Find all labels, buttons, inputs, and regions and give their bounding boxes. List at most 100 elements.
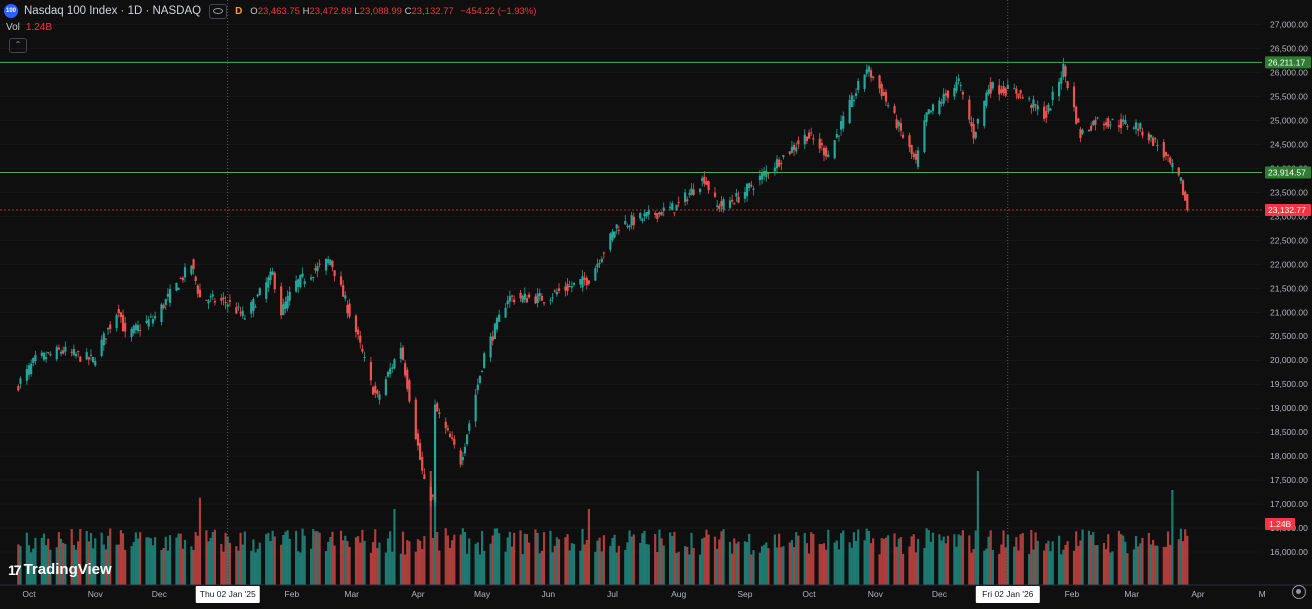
close-value: 23,132.77 xyxy=(411,5,454,17)
x-tick-label: Nov xyxy=(88,589,104,599)
candle xyxy=(596,258,599,273)
candle-body xyxy=(164,299,167,306)
candle-body xyxy=(342,285,345,297)
volume-bar xyxy=(363,540,366,585)
candle xyxy=(957,74,960,85)
candle-body xyxy=(1004,88,1007,96)
volume-bar xyxy=(49,549,52,585)
candle-body xyxy=(899,123,903,131)
candle xyxy=(59,349,63,357)
collapse-legend-button[interactable]: ⌃ xyxy=(9,38,27,53)
volume-bar xyxy=(1109,552,1112,585)
candle-body xyxy=(857,80,860,90)
candle-body xyxy=(775,159,779,169)
gear-icon[interactable] xyxy=(1292,585,1306,599)
x-tick-label: Mar xyxy=(1124,589,1139,599)
volume-bar xyxy=(504,551,507,585)
candle xyxy=(863,74,866,92)
candle xyxy=(100,335,103,358)
candle-body xyxy=(324,258,328,271)
candle xyxy=(288,286,291,306)
candle-body xyxy=(540,296,544,301)
volume-bar xyxy=(431,538,435,585)
candle-body xyxy=(867,66,870,72)
candle xyxy=(416,428,420,451)
volume-bar xyxy=(237,550,240,585)
candle-body xyxy=(1090,125,1093,131)
candle-body xyxy=(181,277,184,281)
delayed-badge[interactable]: D xyxy=(235,5,243,17)
candle-body xyxy=(632,216,635,226)
candle xyxy=(30,359,33,377)
candle xyxy=(549,297,552,305)
volume-bar xyxy=(106,535,110,585)
volume-bar xyxy=(692,547,695,585)
candle xyxy=(745,182,749,202)
volume-bar xyxy=(925,528,928,585)
candle-body xyxy=(822,147,826,156)
candle xyxy=(658,211,661,218)
volume-bar xyxy=(318,532,321,585)
symbol-title[interactable]: Nasdaq 100 Index · 1D · NASDAQ xyxy=(24,5,202,17)
volume-bar xyxy=(938,534,941,585)
candle-body xyxy=(79,356,82,362)
volume-bar xyxy=(451,540,454,585)
eye-icon[interactable] xyxy=(209,3,228,19)
volume-bar xyxy=(568,550,571,585)
candle-body xyxy=(228,300,231,302)
volume-bar xyxy=(542,532,546,585)
candle-body xyxy=(716,205,719,207)
volume-bar xyxy=(1137,546,1140,585)
candle xyxy=(968,95,971,124)
candle xyxy=(254,304,257,308)
candle-body xyxy=(852,99,856,102)
candle-body xyxy=(703,176,706,184)
candle xyxy=(474,389,477,428)
candle-body xyxy=(707,181,710,191)
volume-bar xyxy=(205,530,208,585)
volume-bar xyxy=(100,532,103,585)
candle xyxy=(1177,166,1180,177)
candle xyxy=(970,116,973,133)
volume-bar xyxy=(998,553,1001,585)
volume-bar xyxy=(840,533,843,585)
candle xyxy=(1152,135,1155,146)
candle-body xyxy=(639,212,642,219)
candle-body xyxy=(49,353,52,356)
volume-bar xyxy=(183,539,187,585)
candle-body xyxy=(748,183,751,189)
volume-bar xyxy=(1154,545,1157,585)
volume-bar xyxy=(564,537,567,585)
candle xyxy=(34,350,37,365)
candle xyxy=(895,114,898,130)
volume-bar xyxy=(1117,530,1121,585)
candle xyxy=(893,103,896,115)
candle xyxy=(344,291,347,302)
candle-body xyxy=(433,404,437,503)
candle-body xyxy=(549,299,552,301)
candle-body xyxy=(256,294,259,297)
candle-body xyxy=(1013,88,1016,90)
candle-body xyxy=(386,372,390,377)
volume-bar xyxy=(267,532,270,585)
candle xyxy=(1045,105,1048,124)
tradingview-logo[interactable]: 17 TradingView xyxy=(8,561,112,578)
candle xyxy=(399,342,402,363)
volume-bar xyxy=(1075,531,1078,585)
volume-bar xyxy=(641,533,644,585)
candle xyxy=(720,195,723,212)
candle xyxy=(414,396,417,441)
candle-body xyxy=(25,369,28,381)
candle xyxy=(656,212,659,223)
volume-bar xyxy=(196,535,199,585)
candle-body xyxy=(1164,151,1168,156)
candle xyxy=(1047,102,1050,115)
volume-bar xyxy=(145,537,148,585)
candle xyxy=(463,443,467,457)
volume-bar xyxy=(767,548,770,585)
candle xyxy=(1013,83,1016,90)
volume-bar xyxy=(1111,551,1114,585)
candle xyxy=(64,341,67,356)
